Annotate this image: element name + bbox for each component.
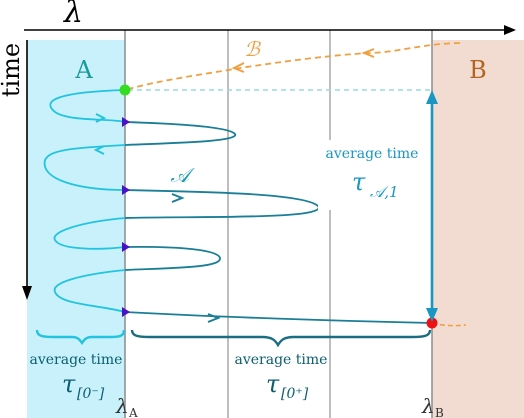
path-B-label: ℬ: [244, 37, 261, 61]
average-time-arrow-bottom: [426, 308, 438, 322]
average-time-middle-line1: average time: [235, 352, 328, 368]
lambda-B-subscript: B: [435, 406, 444, 418]
crossing-marker-3: [122, 242, 130, 252]
path-A-light-arrow-2: [93, 145, 105, 155]
path-A-light-loop-1: [49, 89, 126, 123]
region-B-background: [432, 40, 524, 418]
time-axis-arrowhead: [22, 286, 32, 300]
region-A-background: [27, 40, 125, 418]
path-A-dark-loop-3: [124, 245, 221, 271]
path-B-arrow-1: [361, 48, 375, 58]
average-time-annotation-tau: τ: [352, 168, 366, 196]
path-A-light-loop-4: [53, 269, 126, 313]
average-time-left-subscript: [0⁻]: [77, 386, 105, 402]
path-A-dark-loop-2: [124, 189, 320, 219]
average-time-middle-tau: τ: [266, 370, 280, 398]
average-time-left-tau: τ: [62, 370, 76, 398]
lambda-A-subscript: A: [128, 406, 138, 418]
path-A-dark-arrow-2: [207, 313, 221, 323]
path-A-dark-final: [124, 311, 433, 324]
lambda-A-symbol: λ: [115, 394, 129, 418]
path-A-label: 𝒜: [171, 163, 196, 187]
crossing-marker-1: [122, 117, 130, 127]
path-B: [124, 42, 461, 91]
average-time-arrow-top: [426, 90, 438, 104]
crossing-markers: [122, 117, 130, 317]
start-point: [119, 84, 131, 96]
path-A-light-segments: [43, 89, 126, 313]
path-A-light-loop-2: [43, 144, 126, 191]
brace-left: [35, 329, 126, 346]
region-A-label: A: [74, 56, 93, 84]
average-time-left-line1: average time: [30, 352, 123, 368]
brace-middle: [130, 329, 432, 348]
region-B-label: B: [469, 56, 487, 84]
average-time-annotation-subscript: 𝒜,1: [370, 183, 399, 201]
average-time-middle-subscript: [0⁺]: [281, 386, 309, 402]
average-time-annotation-line1: average time: [326, 146, 419, 162]
path-A-light-arrow-1: [95, 113, 107, 123]
lambda-axis-arrowhead: [504, 25, 516, 35]
path-A-light-loop-3: [53, 217, 126, 250]
lambda-axis-label: λ: [63, 0, 83, 30]
time-axis-label: time: [0, 43, 25, 97]
crossing-marker-4: [122, 307, 130, 317]
average-time-annotation-background: [318, 140, 428, 210]
path-A-dark-arrow-1: [171, 193, 185, 203]
lambda-B-symbol: λ: [421, 394, 435, 418]
path-A-dark-loop-1: [124, 121, 236, 146]
end-point: [426, 317, 438, 329]
path-B-arrow-2: [231, 62, 245, 73]
crossing-marker-2: [122, 185, 130, 195]
